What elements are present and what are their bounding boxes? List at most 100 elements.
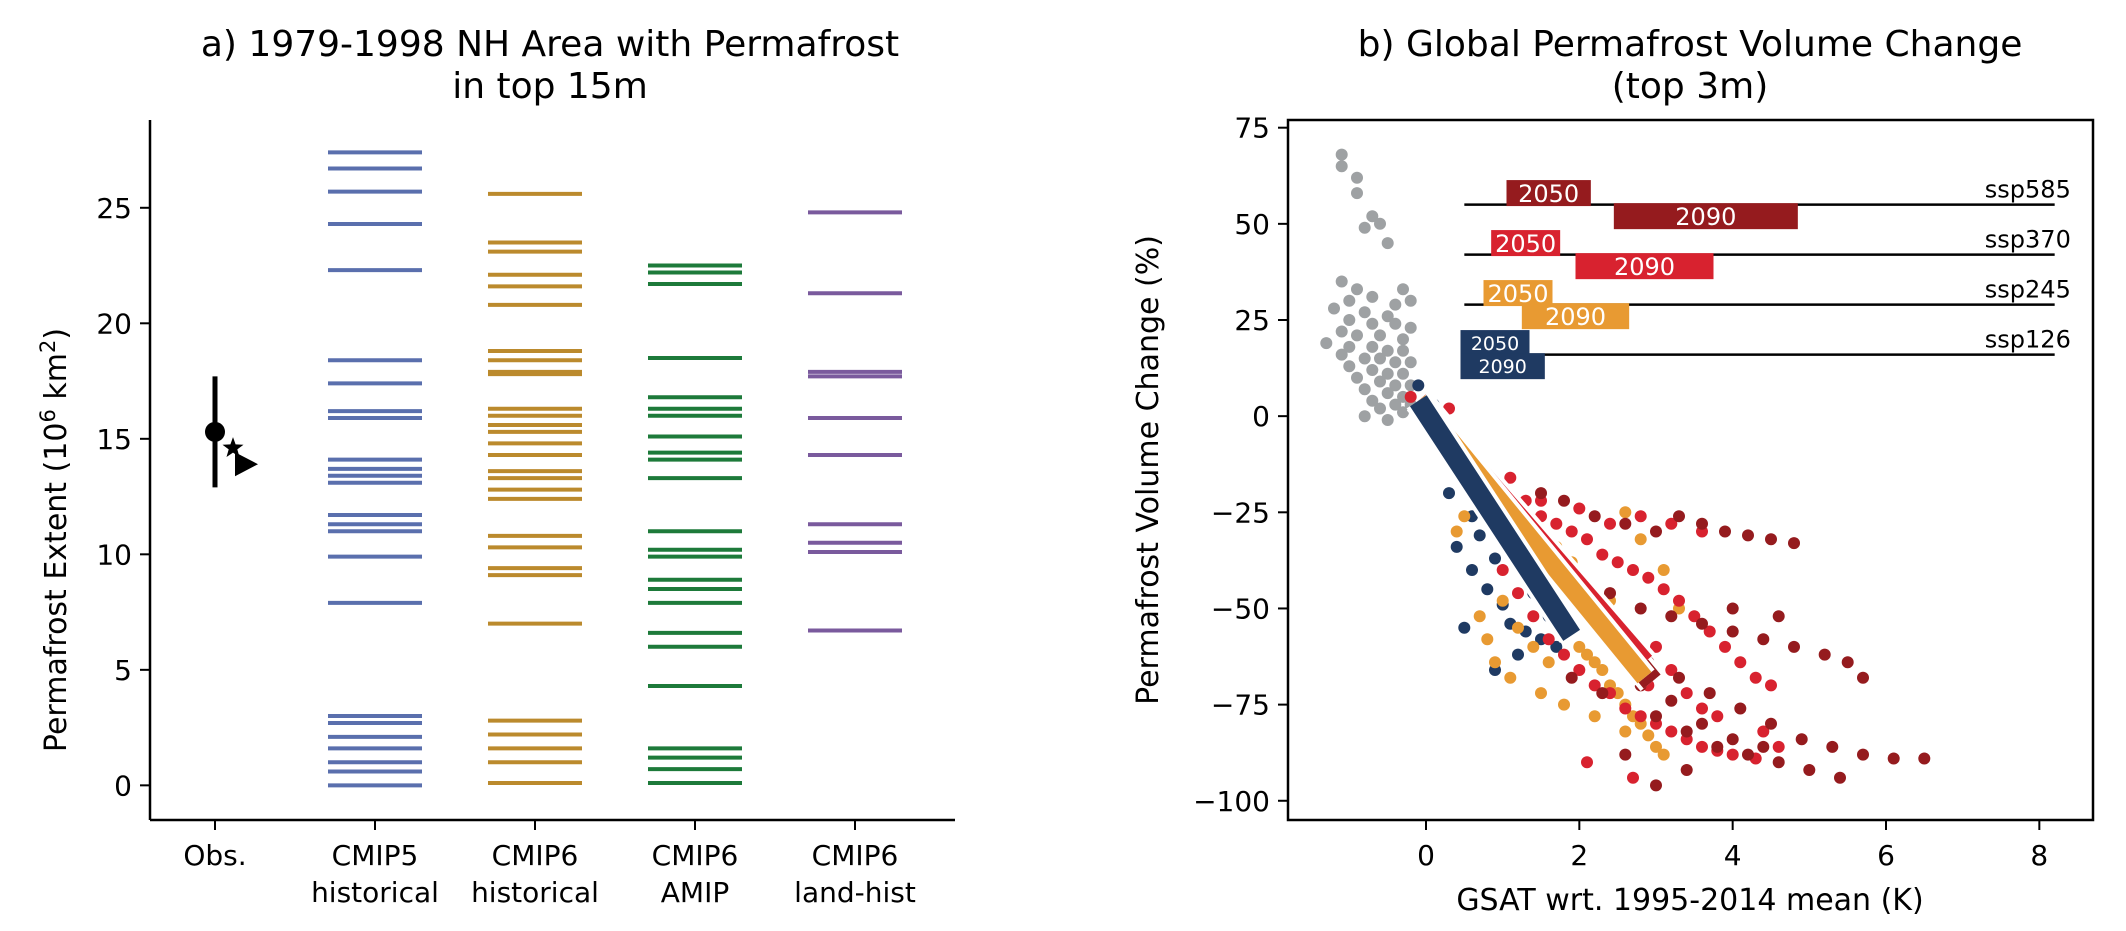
historical-point xyxy=(1366,317,1379,330)
ssp585-point xyxy=(1680,725,1693,738)
ssp585-point xyxy=(1680,764,1693,776)
ssp370-point xyxy=(1565,525,1578,538)
ssp585-point xyxy=(1650,525,1662,538)
x-tick-label-line2: land-hist xyxy=(794,876,916,909)
ssp370-point xyxy=(1627,771,1639,784)
x-tick-label: Obs. xyxy=(183,839,246,872)
ssp126-point xyxy=(1481,583,1494,596)
ssp585-point xyxy=(1772,756,1785,769)
ssp126-point xyxy=(1512,648,1524,661)
historical-point xyxy=(1404,356,1417,369)
ssp585-point xyxy=(1788,537,1800,550)
ssp370-2090-bar-label: 2090 xyxy=(1614,253,1675,281)
historical-point xyxy=(1381,344,1394,357)
x-tick-label: 6 xyxy=(1877,839,1895,872)
panel-b-regression-lines xyxy=(1406,391,1664,692)
ssp245-point xyxy=(1650,740,1662,753)
ssp370-point xyxy=(1680,687,1693,700)
ssp245-point xyxy=(1489,656,1501,669)
historical-point xyxy=(1335,348,1348,361)
x-tick-label-line2: historical xyxy=(471,876,599,909)
y-tick-label: 0 xyxy=(114,769,132,802)
ssp370-2090-bar xyxy=(1575,253,1714,280)
ssp370-point xyxy=(1611,556,1624,569)
x-tick-label: CMIP6 xyxy=(652,839,739,872)
panel-a-title-line2: in top 15m xyxy=(452,66,648,107)
x-tick-label: 4 xyxy=(1724,839,1742,872)
ssp370-point xyxy=(1588,679,1601,692)
ssp585-point xyxy=(1665,610,1678,623)
ssp370-point xyxy=(1596,548,1609,561)
panel-a-y-axis-label: Permafrost Extent (106 km2) xyxy=(36,328,74,752)
y-tick-label: 25 xyxy=(96,192,132,225)
ssp370-point xyxy=(1634,510,1647,523)
ssp585-point xyxy=(1535,487,1547,500)
ssp370-point xyxy=(1527,610,1540,623)
ssp245-point xyxy=(1512,621,1524,634)
y-tick-label: 50 xyxy=(1234,208,1270,241)
ssp370-point xyxy=(1558,648,1570,661)
ssp126-point xyxy=(1458,621,1471,634)
ssp245-point xyxy=(1619,725,1632,738)
panel-a-title-line1: a) 1979-1998 NH Area with Permafrost xyxy=(201,24,899,65)
ssp245-point xyxy=(1619,506,1632,519)
ssp370-point xyxy=(1504,471,1517,484)
y-tick-label: 10 xyxy=(96,538,132,571)
ssp245-point xyxy=(1504,671,1517,684)
historical-point xyxy=(1381,310,1394,323)
ssp585-point xyxy=(1841,656,1854,669)
historical-point xyxy=(1366,290,1379,303)
historical-point xyxy=(1358,383,1371,396)
historical-point xyxy=(1343,294,1356,307)
panel-b-y-ticks: 75 50 25 0 −25 −50 −75 −100 xyxy=(1193,112,1288,818)
ssp585-point xyxy=(1596,687,1609,700)
ssp370-point xyxy=(1696,740,1708,753)
ssp370-point xyxy=(1650,640,1662,653)
ssp126-regression-line xyxy=(1409,395,1581,641)
ssp370-point xyxy=(1765,679,1777,692)
ssp370-point xyxy=(1542,633,1555,646)
historical-point xyxy=(1335,275,1348,288)
historical-point xyxy=(1358,221,1371,234)
panel-b-y-axis-label: Permafrost Volume Change (%) xyxy=(1131,235,1166,705)
ssp245-2050-bar xyxy=(1483,280,1553,307)
ssp585-point xyxy=(1696,517,1708,530)
historical-point xyxy=(1374,402,1386,415)
historical-point xyxy=(1328,302,1340,315)
ssp370-point xyxy=(1573,664,1586,676)
ssp370-point xyxy=(1496,564,1509,576)
panel-b-x-ticks: 0 2 4 6 8 xyxy=(1417,820,2048,872)
ssp585-point xyxy=(1696,717,1708,730)
ssp585-point xyxy=(1711,740,1724,753)
ssp126-2090-bar xyxy=(1460,353,1545,380)
ssp370-point xyxy=(1627,564,1639,576)
historical-point xyxy=(1358,306,1371,319)
historical-point xyxy=(1374,329,1386,342)
ssp126-point xyxy=(1412,379,1425,392)
historical-point xyxy=(1389,398,1402,411)
ssp370-point xyxy=(1749,671,1762,684)
ssp245-point xyxy=(1535,687,1547,700)
panel-b-title-line2: (top 3m) xyxy=(1612,66,1769,107)
ssp245-point xyxy=(1481,633,1494,646)
ssp585-point xyxy=(1673,671,1685,684)
ssp370-point xyxy=(1665,517,1678,530)
ssp245-point xyxy=(1581,648,1593,661)
ssp370-point xyxy=(1688,610,1701,623)
ssp370-point xyxy=(1657,583,1670,596)
y-tick-label: 20 xyxy=(96,307,132,340)
ssp126-label: ssp126 xyxy=(1985,326,2071,354)
ssp585-point xyxy=(1673,510,1685,523)
y-tick-label: −25 xyxy=(1211,496,1270,529)
ssp245-point xyxy=(1450,525,1463,538)
historical-point xyxy=(1351,329,1363,342)
historical-point xyxy=(1389,298,1402,311)
ssp370-point xyxy=(1581,533,1593,546)
ssp245-point xyxy=(1458,510,1471,523)
ssp126-point xyxy=(1466,564,1478,576)
ssp245-point xyxy=(1642,729,1655,742)
y-tick-label: 75 xyxy=(1234,112,1270,145)
ssp585-point xyxy=(1619,517,1632,530)
ssp245-label: ssp245 xyxy=(1985,276,2071,304)
